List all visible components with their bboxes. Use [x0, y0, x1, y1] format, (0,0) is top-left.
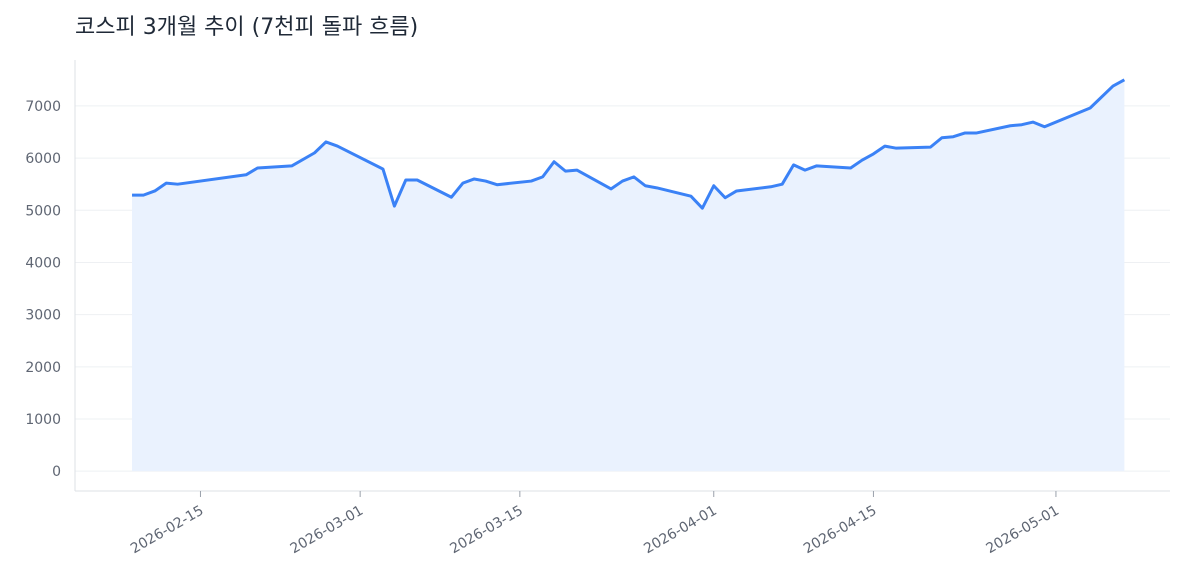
line — [132, 78, 1126, 210]
chart-title: 코스피 3개월 추이 (7천피 돌파 흐름) — [75, 15, 418, 40]
area — [132, 79, 1125, 472]
x-tick-label: 2026-03-01 — [288, 503, 366, 558]
y-tick-label: 7000 — [25, 99, 61, 115]
y-tick-label: 1000 — [25, 412, 61, 428]
x-tick-label: 2026-03-15 — [447, 503, 525, 558]
y-tick-label: 6000 — [25, 151, 61, 167]
y-tick-label: 3000 — [25, 308, 61, 324]
x-tick-label: 2026-04-15 — [801, 503, 879, 558]
y-tick-label: 4000 — [25, 255, 61, 271]
y-tick-label: 0 — [52, 464, 61, 480]
y-tick-label: 5000 — [25, 203, 61, 219]
x-tick-label: 2026-02-15 — [128, 503, 206, 558]
x-tick-label: 2026-04-01 — [641, 503, 719, 558]
y-tick-label: 2000 — [25, 360, 61, 376]
x-tick-label: 2026-05-01 — [983, 503, 1061, 558]
